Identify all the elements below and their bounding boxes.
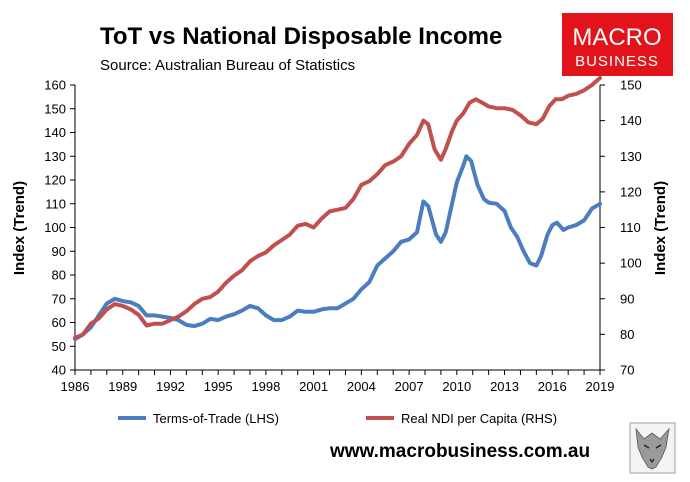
right-tick-label: 80 xyxy=(620,327,634,342)
legend-label-ndi: Real NDI per Capita (RHS) xyxy=(401,411,557,426)
left-tick-label: 160 xyxy=(44,78,66,93)
website-url: www.macrobusiness.com.au xyxy=(329,441,590,462)
right-tick-label: 100 xyxy=(620,256,642,271)
chart-title: ToT vs National Disposable Income xyxy=(100,23,502,50)
right-axis-title: Index (Trend) xyxy=(652,181,669,275)
logo-line2: BUSINESS xyxy=(575,53,659,70)
left-y-axis: 40 50 60 70 80 90 100 110 120 130 140 150 160 xyxy=(44,78,76,378)
left-tick-label: 80 xyxy=(52,268,66,283)
series-line-ndi xyxy=(73,75,602,340)
x-tick-label: 2004 xyxy=(347,379,376,394)
x-tick-label: 2016 xyxy=(538,379,567,394)
left-tick-label: 130 xyxy=(44,149,66,164)
x-tick-label: 1992 xyxy=(156,379,185,394)
left-tick-label: 90 xyxy=(52,244,66,259)
x-tick-label: 1986 xyxy=(61,379,90,394)
legend: Terms-of-Trade (LHS) Real NDI per Capita… xyxy=(118,411,557,426)
left-tick-label: 140 xyxy=(44,125,66,140)
series-line-tot xyxy=(73,154,602,342)
right-tick-label: 90 xyxy=(620,291,634,306)
x-tick-label: 2013 xyxy=(490,379,519,394)
left-axis-title: Index (Trend) xyxy=(11,181,28,275)
series-layer xyxy=(73,75,602,342)
left-tick-label: 120 xyxy=(44,173,66,188)
right-tick-label: 130 xyxy=(620,149,642,164)
left-tick-label: 100 xyxy=(44,220,66,235)
left-tick-label: 150 xyxy=(44,101,66,116)
left-tick-label: 70 xyxy=(52,291,66,306)
x-tick-label: 1989 xyxy=(108,379,137,394)
logo-line1: MACRO xyxy=(572,24,661,51)
legend-label-tot: Terms-of-Trade (LHS) xyxy=(153,411,279,426)
right-tick-label: 150 xyxy=(620,78,642,93)
x-tick-label: 2007 xyxy=(395,379,424,394)
right-tick-label: 70 xyxy=(620,363,634,378)
right-y-axis: 70 80 90 100 110 120 130 140 150 xyxy=(599,78,642,378)
right-tick-label: 140 xyxy=(620,113,642,128)
macrobusiness-logo: MACRO BUSINESS xyxy=(562,13,673,76)
chart-subtitle: Source: Australian Bureau of Statistics xyxy=(100,57,355,74)
logo-background xyxy=(562,13,673,76)
x-axis: 1986 1989 1992 1995 1998 2001 2004 2007 2010 2013… xyxy=(61,369,615,394)
x-tick-label: 2010 xyxy=(442,379,471,394)
left-tick-label: 110 xyxy=(45,196,66,211)
x-tick-label: 2019 xyxy=(586,379,615,394)
x-tick-label: 1995 xyxy=(204,379,233,394)
x-tick-label: 2001 xyxy=(299,379,328,394)
left-tick-label: 40 xyxy=(52,363,66,378)
left-tick-label: 50 xyxy=(52,339,66,354)
wolf-logo-icon xyxy=(629,422,676,474)
x-tick-label: 1998 xyxy=(251,379,280,394)
left-tick-label: 60 xyxy=(52,315,66,330)
right-tick-label: 120 xyxy=(620,184,642,199)
right-tick-label: 110 xyxy=(620,220,641,235)
